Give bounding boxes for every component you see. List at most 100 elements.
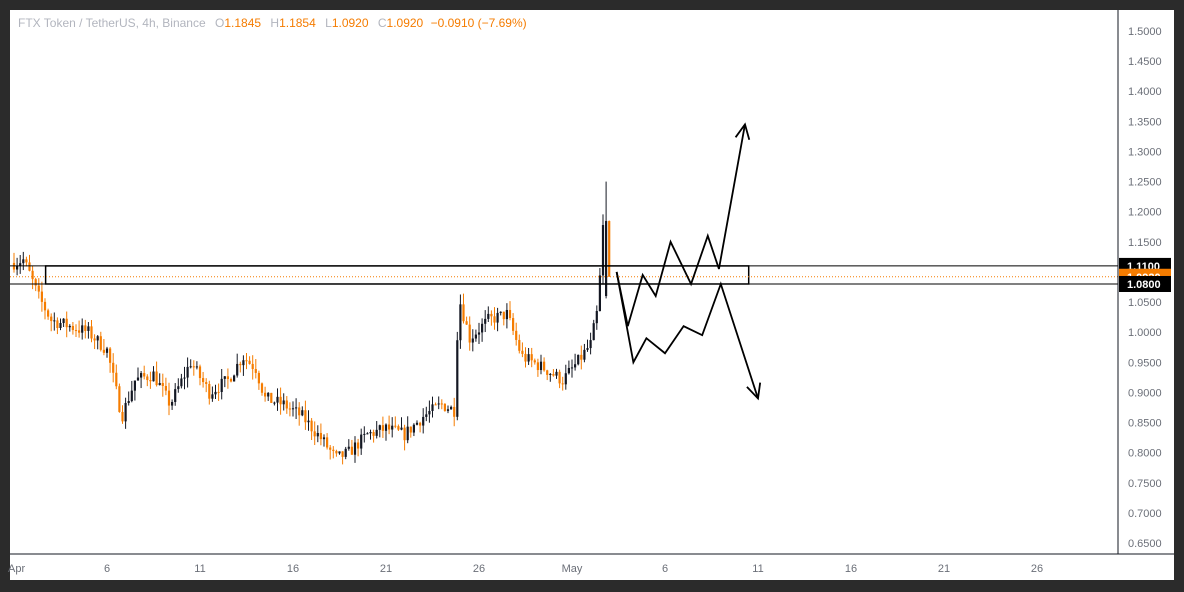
candle-body [313, 431, 316, 437]
candle-body [37, 285, 40, 292]
candle-body [115, 372, 118, 387]
candle-body [214, 391, 217, 395]
candle-body [288, 408, 291, 410]
candle-body [50, 316, 53, 322]
candle-body [112, 362, 115, 373]
candle-body [226, 376, 229, 380]
candle-body [22, 259, 25, 264]
candle-body [307, 420, 310, 423]
candle-body [397, 426, 400, 430]
price-tick-label: 0.9500 [1128, 357, 1162, 369]
price-label-bg [1119, 275, 1171, 292]
candle-body [394, 425, 397, 427]
time-tick-label: 16 [287, 563, 299, 575]
candle-body [208, 383, 211, 399]
time-tick-label: 6 [662, 563, 668, 575]
candle-body [109, 348, 112, 363]
time-axis[interactable]: Apr 6 11 16 21 26 May 6 11 16 21 26 [8, 553, 1174, 575]
candle-body [403, 427, 406, 441]
candle-body [499, 311, 502, 313]
candle-body [567, 367, 570, 374]
candle-body [59, 323, 62, 328]
candle-body [422, 416, 425, 426]
candle-body [598, 275, 601, 311]
time-tick-label: Apr [8, 563, 25, 575]
candle-body [133, 380, 136, 391]
candle-body [459, 304, 462, 341]
candle-body [524, 353, 527, 362]
candle-body [518, 339, 521, 351]
open-value: 1.1845 [224, 16, 262, 30]
candle-body [282, 400, 285, 405]
candle-body [502, 311, 505, 320]
candle-body [381, 425, 384, 431]
candle-body [580, 354, 583, 360]
projection-path-up [615, 124, 746, 327]
candle-body [276, 396, 279, 403]
candle-body [174, 389, 177, 402]
candle-body [360, 434, 363, 449]
low-value: 1.0920 [331, 16, 369, 30]
candle-body [419, 422, 422, 426]
price-tick-label: 0.6500 [1128, 538, 1162, 550]
close-label: C [377, 16, 387, 30]
candle-body [43, 301, 47, 311]
candle-body [586, 348, 589, 350]
candle-body [177, 386, 180, 390]
price-tick-label: 1.4000 [1128, 86, 1162, 98]
time-tick-label: 26 [1031, 563, 1043, 575]
candle-body [251, 363, 254, 370]
candle-body [521, 350, 524, 354]
price-tick-label: 1.0000 [1128, 327, 1162, 339]
candle-body [124, 402, 127, 422]
candle-body [400, 427, 403, 430]
candle-body [164, 385, 167, 391]
candle-body [291, 408, 295, 410]
candle-body [347, 446, 350, 449]
candle-body [211, 394, 214, 399]
candle-body [378, 425, 381, 430]
candle-body [530, 354, 533, 361]
candle-body [465, 321, 468, 325]
candle-body [546, 370, 549, 375]
candle-body [195, 366, 198, 368]
candle-body [34, 279, 37, 286]
candle-body [140, 373, 143, 378]
candle-body [357, 442, 360, 449]
candle-body [239, 363, 242, 366]
candle-body [217, 391, 220, 393]
time-tick-label: 11 [752, 563, 763, 575]
candle-body [552, 373, 555, 376]
chart-panel: FTX Token / TetherUS, 4h, Binance O1.184… [10, 10, 1174, 580]
price-tick-label: 0.7500 [1128, 478, 1162, 490]
candle-body [242, 360, 245, 366]
candle-body [143, 373, 146, 377]
candle-body [25, 259, 28, 263]
candle-body [505, 309, 508, 320]
candle-body [431, 404, 434, 411]
candle-body [202, 378, 205, 383]
candle-body [65, 318, 68, 328]
time-tick-label: 21 [938, 563, 950, 575]
candle-body [375, 429, 378, 436]
price-axis[interactable]: 1.5000 1.4500 1.4000 1.3500 1.3000 1.2500 1.20… [1117, 10, 1171, 554]
candle-body [512, 318, 515, 331]
candle-body [332, 449, 335, 451]
candle-body [468, 324, 471, 343]
candle-body [248, 360, 251, 364]
candle-body [236, 363, 239, 376]
price-tick-label: 1.1500 [1128, 237, 1162, 249]
candle-body [329, 447, 332, 450]
candle-body [319, 432, 322, 440]
candle-body [149, 380, 152, 382]
candle-body [304, 410, 307, 423]
candle-body [344, 448, 347, 457]
candle-body [388, 424, 391, 430]
candle-body [353, 442, 357, 455]
candle-body [425, 414, 428, 417]
candle-body [369, 432, 372, 434]
candle-body [78, 330, 81, 333]
time-tick-label: 11 [194, 563, 205, 575]
candle-body [99, 336, 102, 350]
